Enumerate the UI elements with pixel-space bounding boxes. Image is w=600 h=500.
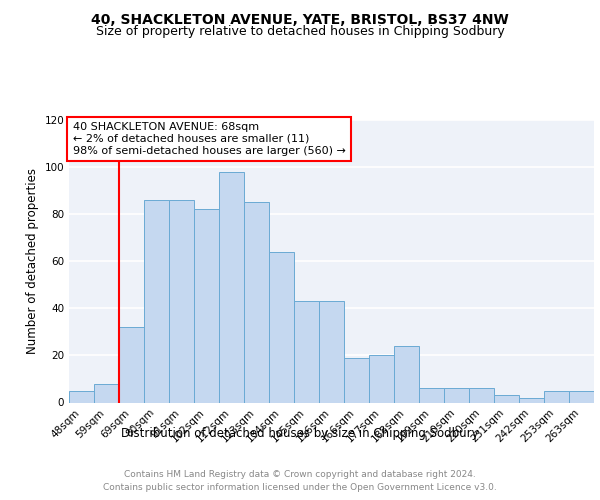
Text: 40, SHACKLETON AVENUE, YATE, BRISTOL, BS37 4NW: 40, SHACKLETON AVENUE, YATE, BRISTOL, BS… [91,12,509,26]
Text: 40 SHACKLETON AVENUE: 68sqm
← 2% of detached houses are smaller (11)
98% of semi: 40 SHACKLETON AVENUE: 68sqm ← 2% of deta… [73,122,346,156]
Bar [169,200,194,402]
Bar [94,384,119,402]
Bar [269,252,294,402]
Text: Distribution of detached houses by size in Chipping Sodbury: Distribution of detached houses by size … [121,428,479,440]
Bar [469,388,494,402]
Bar [369,356,394,403]
Bar [69,390,94,402]
Bar [119,327,144,402]
Bar [519,398,544,402]
Text: Size of property relative to detached houses in Chipping Sodbury: Size of property relative to detached ho… [95,25,505,38]
Bar [219,172,244,402]
Bar [569,390,594,402]
Bar [294,302,319,402]
Bar [344,358,369,403]
Bar [494,396,519,402]
Bar [319,302,344,402]
Text: Contains public sector information licensed under the Open Government Licence v3: Contains public sector information licen… [103,482,497,492]
Y-axis label: Number of detached properties: Number of detached properties [26,168,39,354]
Text: Contains HM Land Registry data © Crown copyright and database right 2024.: Contains HM Land Registry data © Crown c… [124,470,476,479]
Bar [444,388,469,402]
Bar [419,388,444,402]
Bar [144,200,169,402]
Bar [194,210,219,402]
Bar [544,390,569,402]
Bar [244,202,269,402]
Bar [394,346,419,403]
